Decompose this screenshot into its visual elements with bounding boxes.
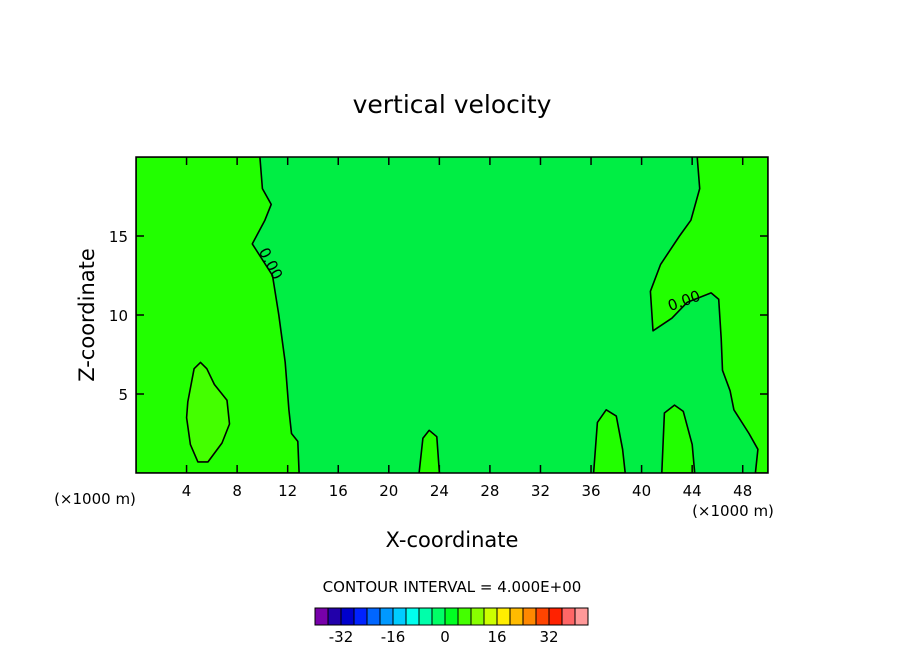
- colorbar-swatch: [535, 607, 550, 626]
- contour-region-cell-42: [660, 404, 696, 473]
- x-unit-label-left: (×1000 m): [54, 490, 136, 508]
- colorbar-swatch: [379, 607, 394, 626]
- colorbar-swatch: [444, 607, 459, 626]
- colorbar-swatch: [431, 607, 446, 626]
- x-tick-label: 36: [581, 482, 600, 500]
- colorbar-swatch: [470, 607, 485, 626]
- x-tick-label: 20: [379, 482, 398, 500]
- colorbar-tick-label: -32: [329, 628, 354, 646]
- colorbar-swatch: [353, 607, 368, 626]
- colorbar-swatch: [405, 607, 420, 626]
- x-axis-label: X-coordinate: [386, 528, 519, 552]
- y-tick-label: 10: [109, 307, 128, 325]
- colorbar-swatch: [522, 607, 537, 626]
- colorbar-tick-label: 0: [440, 628, 450, 646]
- colorbar-swatch: [483, 607, 498, 626]
- colorbar-swatch: [340, 607, 355, 626]
- colorbar-tick-label: 32: [539, 628, 558, 646]
- x-tick-label: 32: [531, 482, 550, 500]
- colorbar-tick-label: 16: [487, 628, 506, 646]
- contour-regions: [136, 157, 768, 473]
- x-tick-label: 44: [683, 482, 702, 500]
- y-tick-label: 15: [109, 228, 128, 246]
- colorbar-swatch: [509, 607, 524, 626]
- x-unit-label-right: (×1000 m): [692, 502, 774, 520]
- x-tick-label: 40: [632, 482, 651, 500]
- colorbar-swatch: [418, 607, 433, 626]
- x-tick-label: 12: [278, 482, 297, 500]
- y-tick-label: 5: [118, 386, 128, 404]
- contour-region-cell-23: [418, 429, 441, 473]
- colorbar-swatch: [561, 607, 576, 626]
- colorbar-swatch: [574, 607, 589, 626]
- x-tick-label: 16: [329, 482, 348, 500]
- chart-title: vertical velocity: [353, 90, 552, 119]
- colorbar-swatch: [392, 607, 407, 626]
- y-ticks: 5 10 15: [109, 228, 768, 404]
- colorbar: -32 -16 0 16 32: [314, 607, 589, 646]
- colorbar-swatch: [548, 607, 563, 626]
- contour-region-left-positive: [136, 157, 300, 473]
- x-tick-label: 24: [430, 482, 449, 500]
- colorbar-tick-label: -16: [381, 628, 406, 646]
- contour-region-right-positive: [649, 157, 768, 473]
- contour-region-cell-5: [185, 361, 231, 463]
- colorbar-swatch: [327, 607, 342, 626]
- contour-interval-text: CONTOUR INTERVAL = 4.000E+00: [323, 578, 582, 596]
- x-tick-label: 28: [480, 482, 499, 500]
- colorbar-swatch: [457, 607, 472, 626]
- colorbar-swatch: [496, 607, 511, 626]
- contour-region-cell-37: [592, 408, 627, 473]
- x-tick-label: 8: [232, 482, 242, 500]
- x-ticks: 4 8 12 16 20 24 28 32 36 40 44 48: [182, 157, 752, 500]
- x-tick-label: 4: [182, 482, 192, 500]
- x-tick-label: 48: [733, 482, 752, 500]
- colorbar-swatch: [314, 607, 329, 626]
- colorbar-swatch: [366, 607, 381, 626]
- y-axis-label: Z-coordinate: [75, 248, 99, 382]
